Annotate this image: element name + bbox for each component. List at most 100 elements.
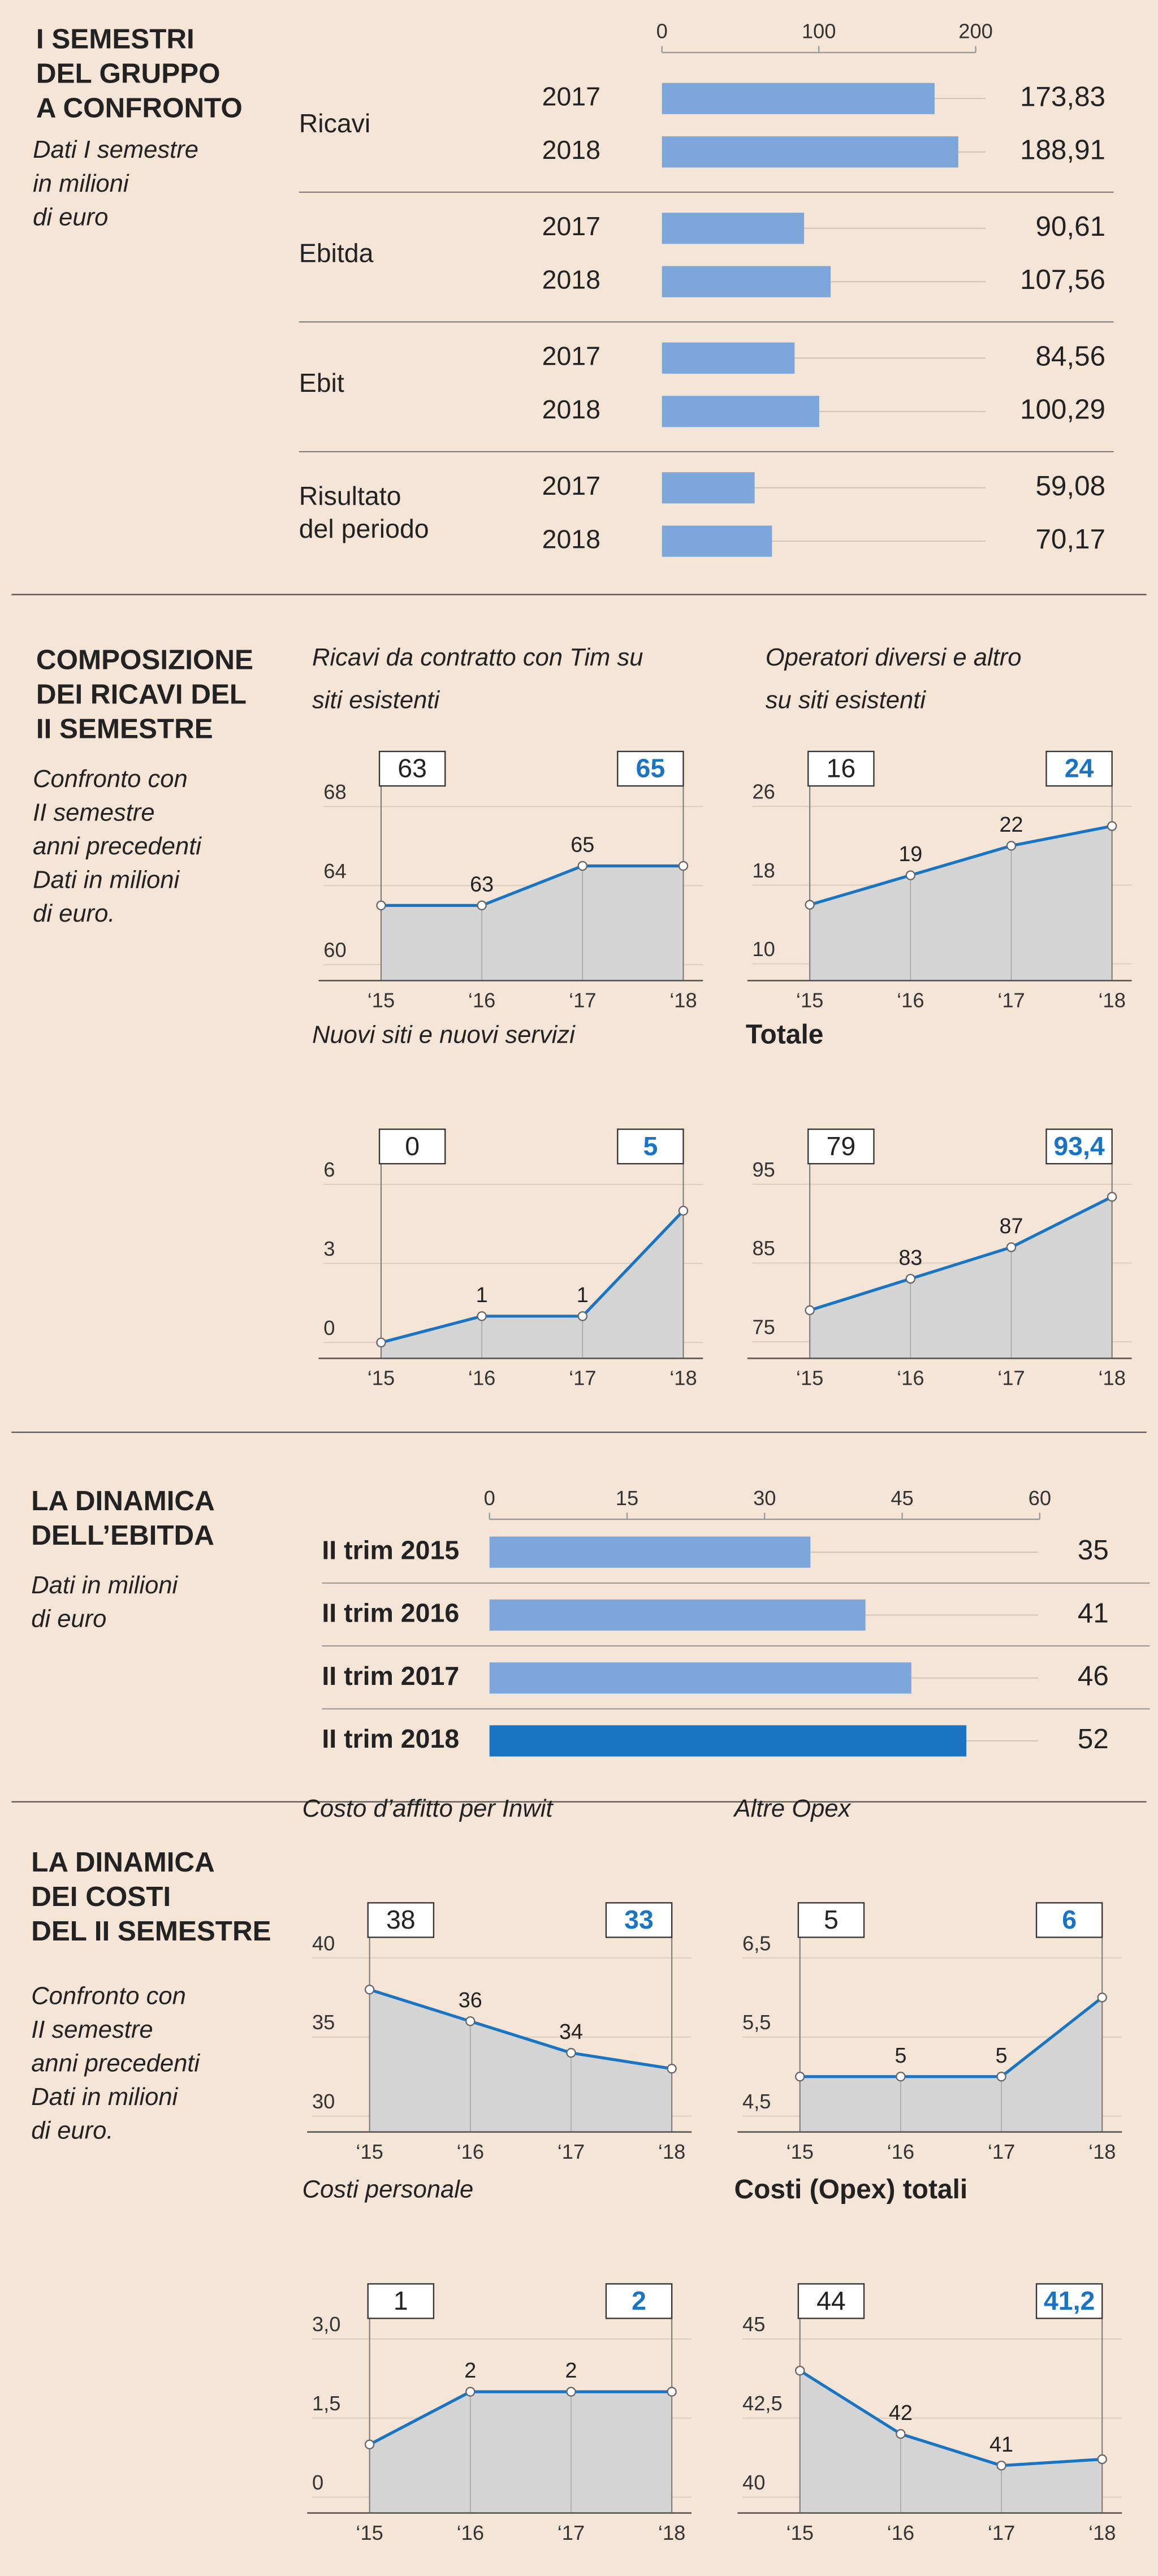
x-tick-label: 200 [958,20,993,43]
value-box [617,1129,684,1165]
value-label: 90,61 [1035,211,1105,242]
x-tick-label: 30 [753,1486,776,1510]
text-line: Dati in milioni [31,2084,178,2111]
area [369,2392,672,2513]
y-tick-label: 45 [742,2313,765,2336]
text-line: di euro [33,204,108,231]
x-tick-label: ‘15 [786,2521,813,2544]
text-line: Dati I semestre [33,136,198,163]
value-label: 107,56 [1020,264,1105,295]
x-tick-label: ‘16 [897,1367,924,1390]
value-label: 5 [643,1131,658,1161]
x-tick-label: 100 [802,20,836,43]
point [805,1305,815,1316]
x-tick-label: ‘15 [796,989,823,1012]
area [810,1196,1112,1359]
y-tick-label: 5,5 [742,2011,771,2034]
value-label: 16 [826,754,855,783]
point [996,2460,1006,2471]
x-tick-label: 45 [891,1486,913,1510]
text-line: II SEMESTRE [36,714,213,745]
value-box [378,1129,446,1165]
value-label: 46 [1078,1661,1109,1692]
series-label: 2018 [542,395,600,424]
y-tick-label: 42,5 [742,2392,783,2415]
value-box [1045,1129,1113,1165]
text-line: II semestre [33,799,154,826]
y-tick-label: 85 [752,1237,775,1260]
point [1006,841,1017,851]
x-tick-label: ‘15 [368,1367,395,1390]
point [465,2387,476,2397]
chart-title: Totale [746,1020,824,1050]
y-tick-label: 35 [312,2011,335,2034]
text-line: A CONFRONTO [36,93,243,124]
category-label: II trim 2018 [322,1724,459,1753]
value-box [807,1129,875,1165]
point [1006,1242,1017,1252]
value-box [605,1902,673,1938]
x-tick-label: ‘17 [569,989,596,1012]
y-tick-label: 1,5 [312,2392,340,2415]
x-tick-label: ‘17 [988,2521,1015,2544]
point [577,1311,588,1321]
value-box [797,2283,865,2319]
y-tick-label: 3,0 [312,2313,340,2336]
point [1097,2454,1107,2465]
bar [662,342,795,374]
bar [489,1725,967,1757]
value-label: 1 [577,1283,589,1307]
bar [489,1662,911,1694]
y-tick-label: 6,5 [742,1931,771,1955]
text-line: II semestre [31,2016,153,2043]
value-box [378,750,446,787]
line [809,1195,1113,1312]
value-label: 22 [999,813,1023,837]
series-label: 2018 [542,135,600,165]
series-label: 2017 [542,211,600,241]
value-label: 5 [996,2044,1008,2068]
point [678,1205,689,1216]
y-tick-label: 6 [323,1158,335,1181]
point [566,2048,576,2058]
value-box [367,1902,435,1938]
x-tick-label: 15 [616,1486,638,1510]
value-label: 41,2 [1044,2286,1095,2315]
value-label: 79 [826,1131,855,1161]
y-tick-label: 40 [742,2471,765,2494]
line [800,1996,1103,2078]
section-title: I SEMESTRI DEL GRUPPO A CONFRONTO [36,24,243,124]
line [369,1988,672,2071]
bar [489,1536,811,1568]
x-tick-label: ‘18 [1088,2140,1116,2163]
group-label: Ebit [299,368,344,397]
point [678,861,689,871]
value-label: 6 [1062,1905,1077,1934]
chart-title: Nuovi siti e nuovi servizi [312,1022,576,1049]
bar [662,136,958,168]
value-label: 38 [386,1905,416,1934]
line [799,2369,1103,2467]
section-subtitle: Confronto con II semestre anni precedenti D… [31,1982,200,2144]
point [905,870,916,880]
value-box [367,2283,435,2319]
y-tick-label: 95 [752,1158,775,1181]
text-line: Risultato [299,481,401,511]
text-line: di euro. [33,900,115,927]
y-tick-label: 75 [752,1315,775,1338]
line [809,824,1113,906]
text-line: DEI RICAVI DEL [36,679,247,710]
text-line: Ricavi da contratto con Tim su [312,643,643,671]
value-label: 65 [636,754,666,783]
x-tick-label: ‘16 [457,2521,484,2544]
x-tick-label: ‘16 [897,989,924,1012]
area [381,1211,684,1359]
category-label: II trim 2015 [322,1535,459,1564]
value-label: 52 [1078,1723,1109,1754]
value-label: 84,56 [1035,340,1105,371]
area [800,2370,1103,2513]
y-tick-label: 10 [752,937,775,961]
value-label: 2 [464,2359,476,2383]
point [477,900,487,911]
y-tick-label: 64 [323,859,346,883]
